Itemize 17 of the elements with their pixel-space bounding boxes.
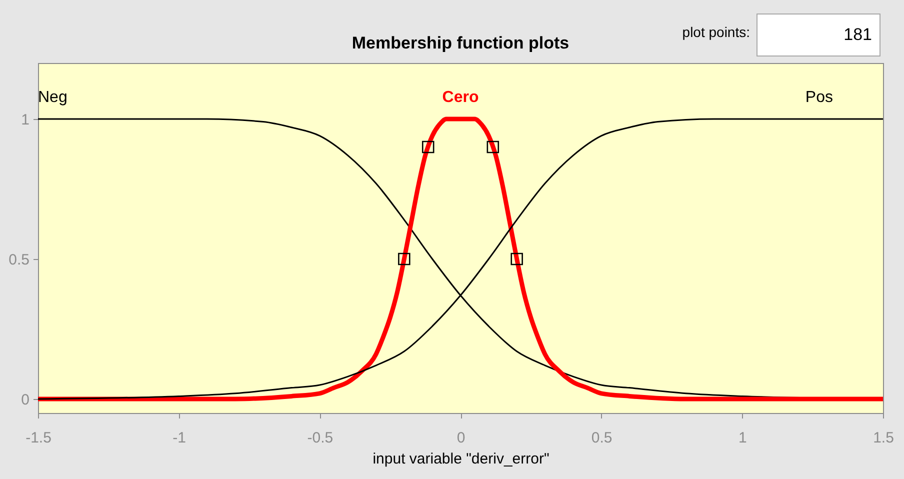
series-label: Neg — [38, 89, 68, 106]
y-tick-label: 0.5 — [8, 252, 30, 268]
series-label: Pos — [805, 89, 833, 106]
x-tick-label: 1 — [738, 430, 747, 446]
x-tick-label: -1 — [172, 430, 186, 446]
chart-title: Membership function plots — [352, 34, 570, 52]
text: plot points: — [682, 24, 750, 40]
x-tick-label: 0 — [456, 430, 466, 446]
x-tick-label: 0.5 — [591, 430, 612, 446]
x-axis-title: input variable "deriv_error" — [372, 450, 550, 468]
x-tick-label: -0.5 — [307, 430, 334, 446]
y-tick-label: 1 — [21, 112, 30, 128]
text: 181 — [844, 25, 872, 44]
series-label: Cero — [442, 89, 479, 106]
y-tick-label: 0 — [21, 392, 30, 408]
x-tick-label: 1.5 — [873, 430, 894, 446]
x-tick-label: -1.5 — [26, 430, 52, 446]
